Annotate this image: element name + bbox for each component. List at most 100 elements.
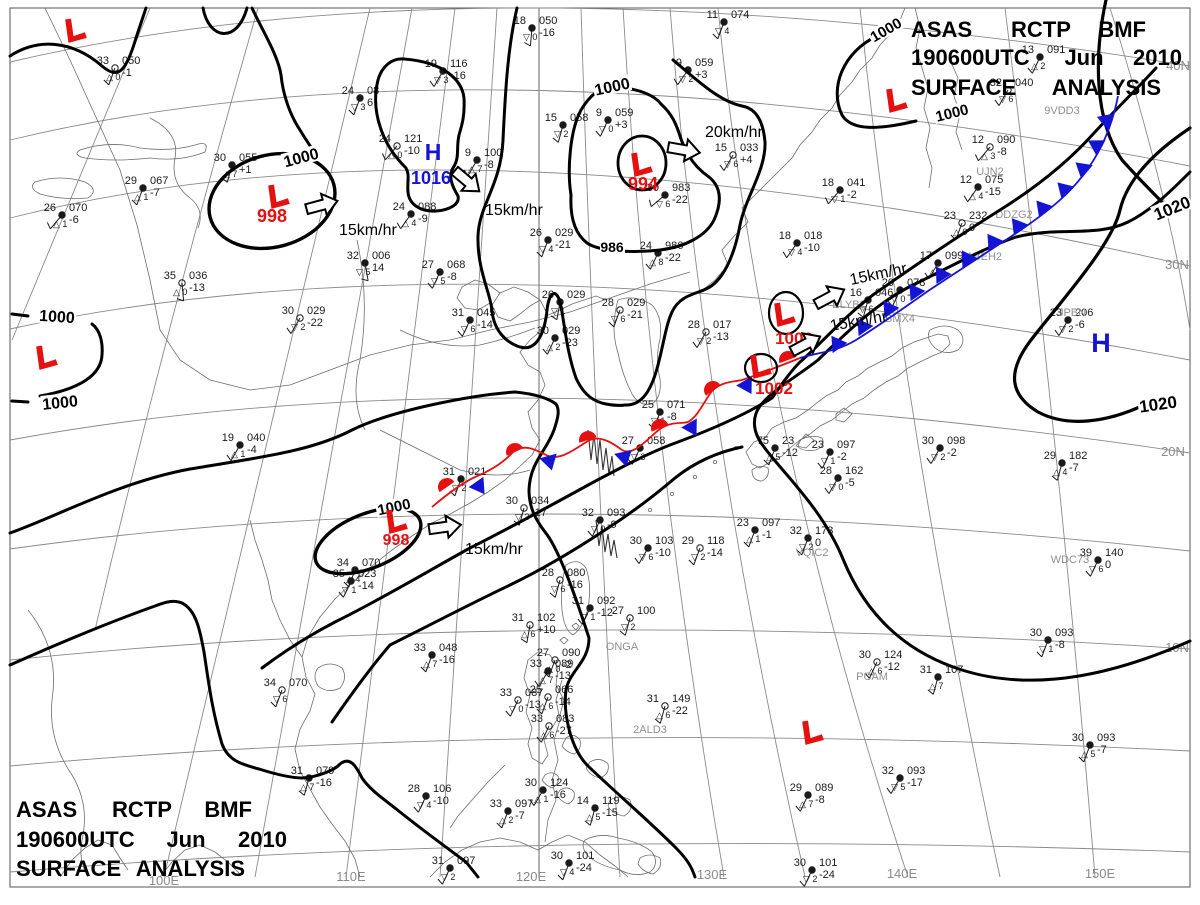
svg-text:040: 040 <box>1015 77 1033 89</box>
svg-text:130E: 130E <box>697 867 728 882</box>
svg-text:SURFACE: SURFACE <box>16 856 121 881</box>
svg-text:▽ 2: ▽ 2 <box>691 552 705 562</box>
svg-text:△ 4: △ 4 <box>402 218 416 228</box>
svg-text:110E: 110E <box>336 869 366 884</box>
svg-text:034: 034 <box>531 495 549 507</box>
svg-text:30N: 30N <box>1165 257 1189 272</box>
svg-text:▽ 4: ▽ 4 <box>788 247 802 257</box>
svg-text:▽ 6: ▽ 6 <box>724 159 738 169</box>
svg-text:△ 6: △ 6 <box>656 710 670 720</box>
svg-text:102: 102 <box>537 612 555 624</box>
svg-text:0: 0 <box>1105 559 1111 571</box>
svg-text:-2: -2 <box>562 659 572 671</box>
svg-text:26: 26 <box>44 202 56 214</box>
svg-text:ASAS: ASAS <box>16 797 77 822</box>
svg-text:VQIC2: VQIC2 <box>795 547 828 559</box>
svg-text:H: H <box>1091 328 1111 358</box>
svg-text:116: 116 <box>450 58 468 70</box>
svg-text:23: 23 <box>737 517 749 529</box>
svg-text:101: 101 <box>576 850 594 862</box>
svg-text:-22: -22 <box>672 705 688 717</box>
svg-text:Jun: Jun <box>166 827 205 852</box>
svg-text:24: 24 <box>640 240 652 252</box>
svg-text:-8: -8 <box>815 794 825 806</box>
svg-text:27: 27 <box>422 259 434 271</box>
svg-text:098: 098 <box>947 435 965 447</box>
svg-text:33: 33 <box>531 713 543 725</box>
svg-text:▽ 2: ▽ 2 <box>803 874 817 884</box>
svg-text:+4: +4 <box>740 154 753 166</box>
svg-text:▽ 3: ▽ 3 <box>631 452 645 462</box>
svg-text:087: 087 <box>525 687 543 699</box>
svg-text:-12: -12 <box>782 447 798 459</box>
svg-text:ONGA: ONGA <box>606 641 639 653</box>
svg-text:-8: -8 <box>997 146 1007 158</box>
svg-text:036: 036 <box>189 270 207 282</box>
svg-text:-13: -13 <box>555 670 571 682</box>
svg-text:△ 7: △ 7 <box>223 169 237 179</box>
svg-text:20N: 20N <box>1161 444 1185 459</box>
svg-text:-10: -10 <box>655 547 671 559</box>
svg-text:1002: 1002 <box>755 379 793 398</box>
svg-text:6: 6 <box>367 97 373 109</box>
svg-text:RCTP: RCTP <box>1011 17 1071 42</box>
svg-text:▽ 1: ▽ 1 <box>581 612 595 622</box>
svg-text:20km/hr: 20km/hr <box>705 124 763 141</box>
svg-text:-12: -12 <box>884 661 900 673</box>
svg-text:1000: 1000 <box>39 308 76 327</box>
svg-text:▽ 1: ▽ 1 <box>342 585 356 595</box>
svg-text:32: 32 <box>882 765 894 777</box>
svg-text:-15: -15 <box>602 807 618 819</box>
svg-text:33: 33 <box>500 687 512 699</box>
svg-text:▽ 2: ▽ 2 <box>697 336 711 346</box>
svg-text:12: 12 <box>972 134 984 146</box>
svg-text:33: 33 <box>490 798 502 810</box>
svg-text:28: 28 <box>602 297 614 309</box>
svg-text:BMX4: BMX4 <box>885 313 915 325</box>
svg-text:9VDD3: 9VDD3 <box>1044 105 1079 117</box>
svg-text:-10: -10 <box>804 242 820 254</box>
svg-text:23: 23 <box>944 210 956 222</box>
svg-text:+10: +10 <box>537 624 556 636</box>
svg-text:▽ 2: ▽ 2 <box>931 452 945 462</box>
svg-text:▽ 6: ▽ 6 <box>1089 564 1103 574</box>
svg-text:▽ 6: ▽ 6 <box>273 694 287 704</box>
svg-text:26: 26 <box>530 227 542 239</box>
svg-text:+3: +3 <box>695 69 708 81</box>
svg-text:190600UTC: 190600UTC <box>911 45 1030 70</box>
svg-text:093: 093 <box>1097 732 1115 744</box>
svg-text:140E: 140E <box>887 866 918 881</box>
svg-text:15: 15 <box>715 142 727 154</box>
svg-text:090: 090 <box>562 647 580 659</box>
svg-text:▽ 6: ▽ 6 <box>551 584 565 594</box>
svg-text:30: 30 <box>1030 627 1042 639</box>
svg-text:017: 017 <box>713 319 731 331</box>
svg-text:-24: -24 <box>576 862 592 874</box>
svg-text:119: 119 <box>602 795 620 807</box>
svg-text:△ 0: △ 0 <box>106 72 120 82</box>
svg-text:△ 7: △ 7 <box>799 799 813 809</box>
svg-text:14: 14 <box>577 795 589 807</box>
svg-text:▽ 2: ▽ 2 <box>679 74 693 84</box>
svg-text:▽ 6: ▽ 6 <box>656 199 670 209</box>
svg-text:23: 23 <box>1050 307 1062 319</box>
svg-text:31: 31 <box>432 855 444 867</box>
svg-text:▽ 6: ▽ 6 <box>611 314 625 324</box>
svg-text:△ 6: △ 6 <box>539 701 553 711</box>
svg-text:-9: -9 <box>418 213 428 225</box>
svg-text:050: 050 <box>539 15 557 27</box>
svg-text:093: 093 <box>907 765 925 777</box>
svg-text:31: 31 <box>512 612 524 624</box>
svg-text:059: 059 <box>615 107 633 119</box>
svg-text:040: 040 <box>247 432 265 444</box>
svg-text:▽ 4: ▽ 4 <box>715 26 729 36</box>
svg-text:△ 7: △ 7 <box>423 659 437 669</box>
svg-text:998: 998 <box>383 532 410 549</box>
svg-text:△ 7: △ 7 <box>539 675 553 685</box>
svg-text:-8: -8 <box>447 271 457 283</box>
svg-text:1000: 1000 <box>42 393 79 414</box>
svg-text:△ 5: △ 5 <box>1081 749 1095 759</box>
svg-text:048: 048 <box>439 642 457 654</box>
svg-text:106: 106 <box>433 783 451 795</box>
svg-text:△ 3: △ 3 <box>981 151 995 161</box>
